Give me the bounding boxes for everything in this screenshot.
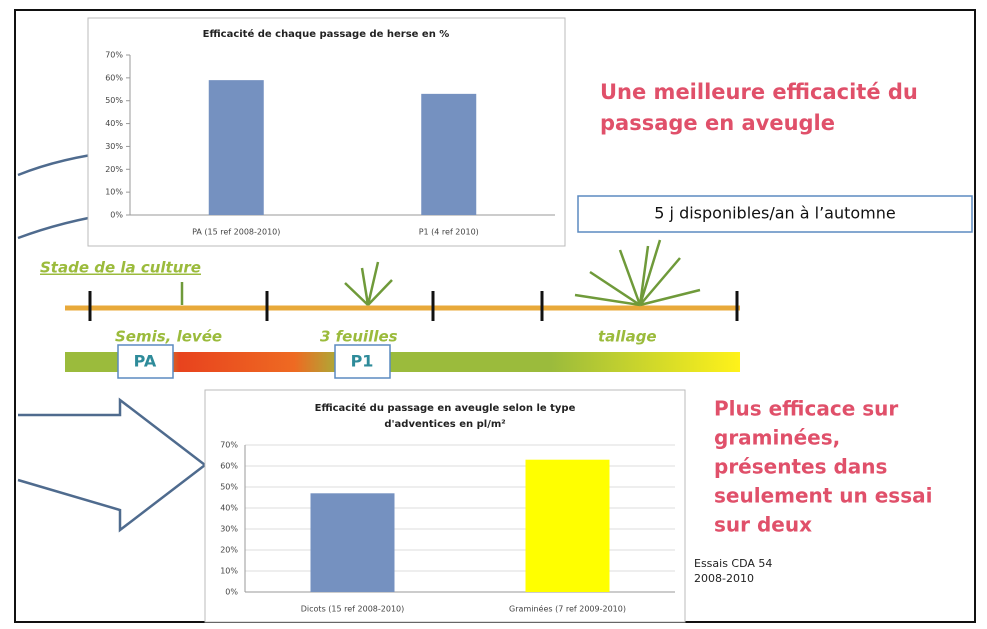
y-tick-label: 30% bbox=[220, 525, 238, 534]
y-tick-label: 70% bbox=[105, 51, 123, 60]
y-tick-label: 70% bbox=[220, 441, 238, 450]
y-tick-label: 60% bbox=[105, 73, 123, 82]
stage-title: Stade de la culture bbox=[40, 259, 201, 277]
conclusion: présentes dans bbox=[714, 455, 887, 479]
pass-label: P1 bbox=[351, 352, 374, 371]
headline: Une meilleure efficacité du bbox=[600, 80, 918, 104]
stage: 3 feuilles bbox=[320, 328, 398, 346]
x-tick-label: Dicots (15 ref 2008-2010) bbox=[301, 605, 405, 614]
y-tick-label: 0% bbox=[110, 211, 123, 220]
conclusion: Plus efficace sur bbox=[714, 397, 898, 421]
y-tick-label: 30% bbox=[105, 142, 123, 151]
y-tick-label: 0% bbox=[225, 588, 238, 597]
availability: 5 j disponibles/an à l’automne bbox=[654, 204, 895, 223]
y-tick-label: 10% bbox=[220, 567, 238, 576]
pass-label: PA bbox=[134, 352, 157, 371]
chart-frame bbox=[87, 17, 566, 247]
availability-box bbox=[577, 195, 973, 233]
pass-box bbox=[117, 344, 174, 379]
y-tick-label: 50% bbox=[220, 483, 238, 492]
stage: Semis, levée bbox=[115, 328, 222, 346]
source: 2008-2010 bbox=[694, 572, 754, 585]
y-tick-label: 10% bbox=[105, 188, 123, 197]
conclusion: seulement un essai bbox=[714, 484, 932, 508]
y-tick-label: 20% bbox=[105, 165, 123, 174]
headline: passage en aveugle bbox=[600, 111, 835, 135]
x-tick-label: P1 (4 ref 2010) bbox=[419, 228, 479, 237]
bar bbox=[421, 93, 477, 215]
bar bbox=[525, 459, 610, 592]
plant bbox=[180, 239, 701, 307]
y-tick-label: 60% bbox=[220, 462, 238, 471]
conclusion: sur deux bbox=[714, 513, 812, 537]
chart-title: Efficacité du passage en aveugle selon l… bbox=[315, 402, 576, 414]
y-tick-label: 20% bbox=[220, 546, 238, 555]
chart-title: Efficacité de chaque passage de herse en… bbox=[203, 28, 450, 40]
x-tick-label: PA (15 ref 2008-2010) bbox=[192, 228, 280, 237]
stage: tallage bbox=[598, 328, 657, 346]
y-tick-label: 40% bbox=[220, 504, 238, 513]
y-tick-label: 40% bbox=[105, 119, 123, 128]
timeline-ticks bbox=[88, 291, 739, 321]
y-tick-label: 50% bbox=[105, 96, 123, 105]
bar bbox=[310, 493, 395, 592]
x-tick-label: Graminées (7 ref 2009-2010) bbox=[509, 604, 626, 614]
bar bbox=[208, 80, 264, 216]
conclusion: graminées, bbox=[714, 426, 840, 450]
source: Essais CDA 54 bbox=[694, 557, 772, 570]
pass-box bbox=[334, 344, 391, 379]
chart-title: d'adventices en pl/m² bbox=[384, 419, 505, 430]
period-bar bbox=[65, 352, 740, 372]
